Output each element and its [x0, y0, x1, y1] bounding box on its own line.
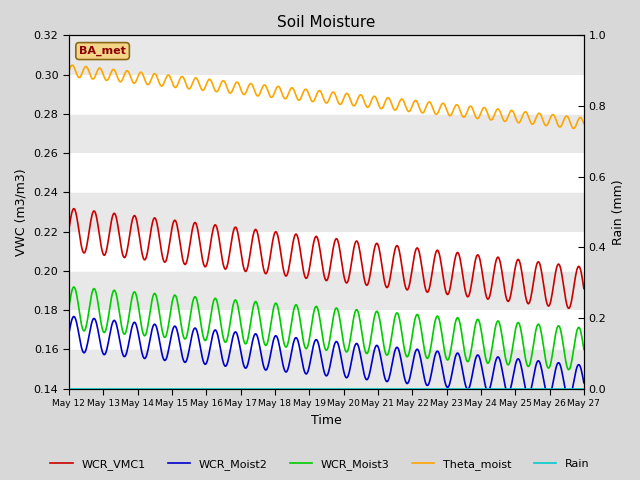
Bar: [69, 153, 584, 192]
Title: Soil Moisture: Soil Moisture: [277, 15, 376, 30]
Bar: [69, 349, 584, 389]
Y-axis label: VWC (m3/m3): VWC (m3/m3): [15, 168, 28, 256]
Y-axis label: Rain (mm): Rain (mm): [612, 179, 625, 245]
Bar: [69, 310, 584, 349]
Bar: [69, 36, 584, 74]
X-axis label: Time: Time: [311, 414, 342, 427]
Bar: [69, 192, 584, 232]
Bar: [69, 232, 584, 271]
Bar: [69, 114, 584, 153]
Text: BA_met: BA_met: [79, 46, 126, 56]
Bar: [69, 74, 584, 114]
Legend: WCR_VMC1, WCR_Moist2, WCR_Moist3, Theta_moist, Rain: WCR_VMC1, WCR_Moist2, WCR_Moist3, Theta_…: [46, 455, 594, 474]
Bar: [69, 271, 584, 310]
